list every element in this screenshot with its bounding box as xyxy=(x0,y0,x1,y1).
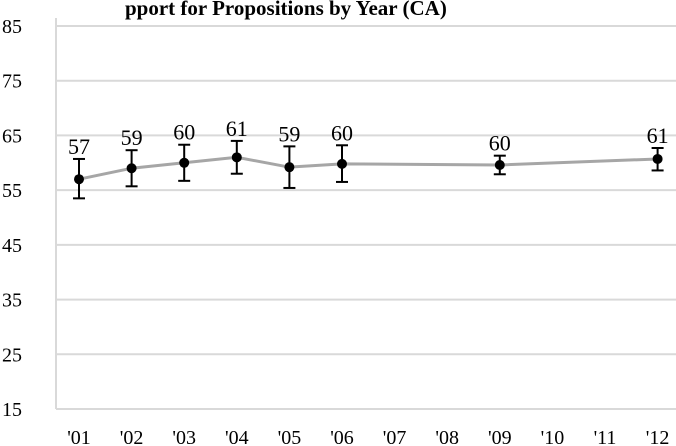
x-tick-label: '04 xyxy=(225,427,249,446)
x-tick-label: '03 xyxy=(172,427,196,446)
x-tick-label: '05 xyxy=(278,427,302,446)
data-point xyxy=(337,158,347,169)
y-tick-label: 45 xyxy=(2,235,22,257)
data-label: 59 xyxy=(278,121,300,146)
gridlines xyxy=(56,25,676,356)
y-tick-label: 35 xyxy=(2,290,22,312)
data-label: 60 xyxy=(331,120,353,145)
y-tick-label: 55 xyxy=(2,180,22,202)
x-tick-label: '11 xyxy=(594,427,617,446)
data-label: 57 xyxy=(68,134,90,159)
y-tick-label: 65 xyxy=(2,125,22,147)
x-tick-label: '07 xyxy=(383,427,407,446)
y-axis: 15 25 35 45 55 65 75 85 xyxy=(2,16,57,421)
data-label: 60 xyxy=(173,120,195,145)
series-line xyxy=(78,155,658,181)
data-point xyxy=(284,162,295,173)
x-tick-label: '09 xyxy=(488,427,512,446)
data-point xyxy=(74,174,84,185)
data-label: 59 xyxy=(121,125,143,150)
x-tick-label: '02 xyxy=(120,427,144,446)
series: 57 59 60 61 59 60 60 61 xyxy=(68,116,669,200)
y-tick-label: 25 xyxy=(2,344,22,366)
data-label: 61 xyxy=(226,116,248,141)
x-tick-label: '08 xyxy=(435,427,459,446)
x-tick-label: '06 xyxy=(330,427,354,446)
data-point xyxy=(652,153,663,164)
x-tick-label: '01 xyxy=(67,427,91,446)
y-tick-label: 15 xyxy=(2,399,22,421)
x-tick-label: '10 xyxy=(541,427,565,446)
x-axis: '01 '02 '03 '04 '05 '06 '07 '08 '09 '10 '11 '12 xyxy=(56,408,676,446)
data-label: 61 xyxy=(647,123,669,148)
data-point xyxy=(126,163,137,174)
y-tick-label: 85 xyxy=(2,16,22,38)
data-point xyxy=(179,157,190,168)
y-tick-label: 75 xyxy=(2,71,22,93)
data-label: 60 xyxy=(489,131,511,156)
data-point xyxy=(494,159,505,170)
chart-title: pport for Propositions by Year (CA) xyxy=(125,0,447,20)
x-tick-label: '12 xyxy=(646,427,670,446)
data-point xyxy=(231,152,242,163)
